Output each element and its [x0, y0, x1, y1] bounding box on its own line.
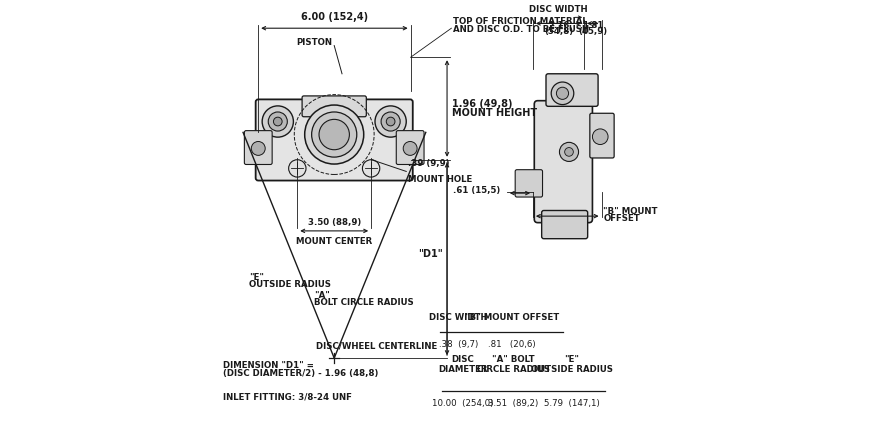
Circle shape: [312, 112, 357, 157]
Text: MOUNT HOLE: MOUNT HOLE: [408, 175, 472, 184]
FancyBboxPatch shape: [542, 210, 588, 239]
Text: OUTSIDE RADIUS: OUTSIDE RADIUS: [248, 280, 331, 289]
Circle shape: [251, 141, 265, 155]
Text: INLET FITTING: 3/8-24 UNF: INLET FITTING: 3/8-24 UNF: [222, 392, 352, 401]
Circle shape: [304, 105, 364, 164]
Circle shape: [262, 106, 293, 137]
Text: PISTON: PISTON: [297, 39, 332, 47]
Text: BOLT CIRCLE RADIUS: BOLT CIRCLE RADIUS: [314, 298, 414, 307]
Text: 5.79  (147,1): 5.79 (147,1): [544, 399, 600, 408]
Text: .39 (9,9): .39 (9,9): [408, 159, 450, 168]
Text: 10.00  (254,0): 10.00 (254,0): [432, 399, 493, 408]
Circle shape: [269, 112, 287, 131]
Text: 3.50 (88,9): 3.50 (88,9): [308, 217, 360, 227]
Text: "B" MOUNT OFFSET: "B" MOUNT OFFSET: [465, 313, 559, 322]
Text: .61 (15,5): .61 (15,5): [453, 187, 500, 195]
FancyBboxPatch shape: [515, 170, 542, 197]
FancyBboxPatch shape: [244, 131, 272, 164]
Text: 1.96 (49,8): 1.96 (49,8): [452, 99, 513, 109]
Circle shape: [403, 141, 417, 155]
Circle shape: [382, 112, 400, 131]
Circle shape: [551, 82, 574, 105]
Circle shape: [274, 117, 282, 126]
Text: 2.16: 2.16: [548, 21, 570, 30]
Text: "E"
OUTSIDE RADIUS: "E" OUTSIDE RADIUS: [531, 355, 613, 374]
Circle shape: [556, 87, 569, 99]
Text: "B" MOUNT: "B" MOUNT: [603, 207, 658, 216]
Circle shape: [362, 160, 380, 177]
Circle shape: [386, 117, 395, 126]
Circle shape: [559, 142, 578, 161]
FancyBboxPatch shape: [302, 96, 367, 117]
Text: DISC WIDTH: DISC WIDTH: [528, 5, 587, 14]
Text: .38  (9,7): .38 (9,7): [438, 340, 478, 349]
Text: (45,9): (45,9): [578, 27, 607, 36]
Circle shape: [319, 119, 349, 150]
Text: TOP OF FRICTION MATERIAL: TOP OF FRICTION MATERIAL: [452, 17, 587, 26]
Text: 6.00 (152,4): 6.00 (152,4): [301, 12, 368, 22]
FancyBboxPatch shape: [255, 99, 413, 181]
FancyBboxPatch shape: [535, 101, 592, 223]
Text: 1.81: 1.81: [582, 21, 604, 30]
Text: 3.51  (89,2): 3.51 (89,2): [488, 399, 539, 408]
Text: AND DISC O.D. TO BE FLUSH: AND DISC O.D. TO BE FLUSH: [452, 25, 589, 33]
Circle shape: [375, 106, 406, 137]
Circle shape: [592, 129, 608, 145]
Circle shape: [289, 160, 306, 177]
Text: (54,8): (54,8): [544, 27, 573, 36]
Text: DISC/WHEEL CENTERLINE: DISC/WHEEL CENTERLINE: [316, 342, 438, 351]
FancyBboxPatch shape: [396, 131, 424, 164]
Text: DISC WIDTH: DISC WIDTH: [429, 313, 487, 322]
Text: MOUNT HEIGHT: MOUNT HEIGHT: [452, 108, 537, 118]
Text: DISC
DIAMETER: DISC DIAMETER: [438, 355, 487, 374]
Circle shape: [564, 148, 573, 156]
Text: (DISC DIAMETER/2) - 1.96 (48,8): (DISC DIAMETER/2) - 1.96 (48,8): [222, 369, 378, 378]
Text: .81   (20,6): .81 (20,6): [488, 340, 536, 349]
Text: "A" BOLT
CIRCLE RADIUS: "A" BOLT CIRCLE RADIUS: [477, 355, 550, 374]
Text: MOUNT CENTER: MOUNT CENTER: [296, 237, 373, 246]
Text: OFFSET: OFFSET: [603, 214, 640, 223]
FancyBboxPatch shape: [546, 74, 598, 106]
Text: "E": "E": [248, 273, 263, 282]
Text: "A": "A": [314, 291, 330, 300]
FancyBboxPatch shape: [590, 113, 614, 158]
Text: "D1": "D1": [418, 249, 443, 259]
Text: DIMENSION "D1" =: DIMENSION "D1" =: [222, 361, 313, 370]
